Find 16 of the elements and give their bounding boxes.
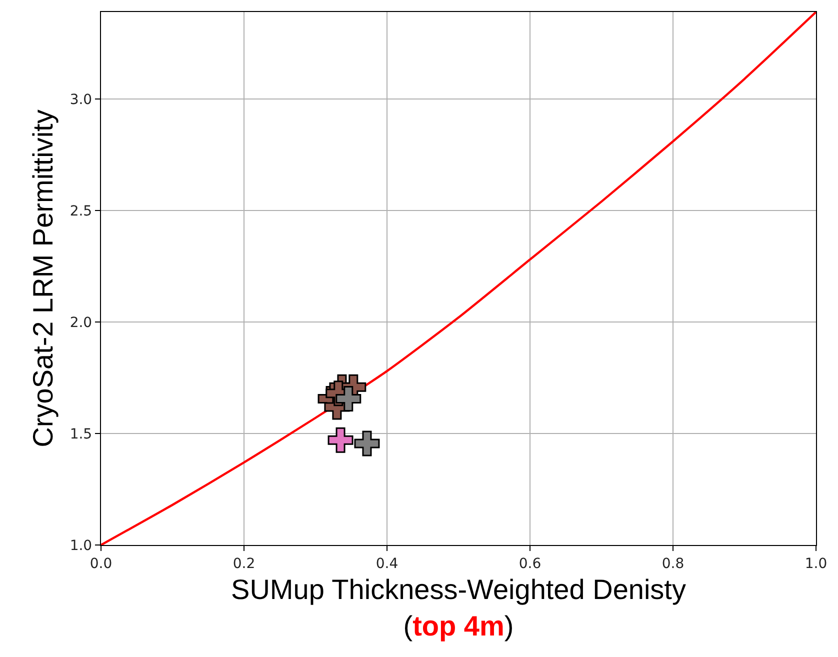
y-tick-label: 1.5 <box>70 426 92 442</box>
y-tick-label: 2.0 <box>70 314 92 331</box>
y-axis-title: CryoSat-2 LRM Permittivity <box>28 110 59 448</box>
y-tick-label: 2.5 <box>70 203 92 220</box>
y-tick-label: 3.0 <box>70 92 92 108</box>
x-tick-label: 1.0 <box>804 556 828 572</box>
x-tick-label: 0.6 <box>518 556 542 572</box>
x-tick-label: 0.4 <box>376 556 398 572</box>
point <box>328 427 354 453</box>
point <box>354 430 380 456</box>
x-tick-label: 0.2 <box>232 556 256 572</box>
point <box>336 386 362 412</box>
x-tick-label: 0.0 <box>90 556 112 572</box>
y-tick-label: 1.0 <box>70 538 92 554</box>
x-tick-label: 0.8 <box>662 556 684 572</box>
x-axis-title: SUMup Thickness-Weighted Denisty (top 4m) <box>231 574 686 642</box>
